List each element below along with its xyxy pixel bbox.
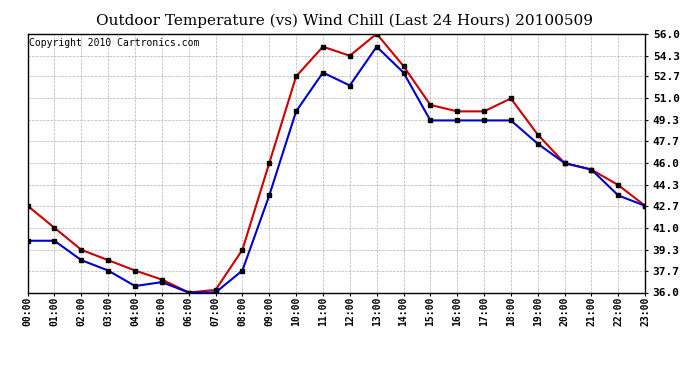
Text: Outdoor Temperature (vs) Wind Chill (Last 24 Hours) 20100509: Outdoor Temperature (vs) Wind Chill (Las… [97,13,593,27]
Text: Copyright 2010 Cartronics.com: Copyright 2010 Cartronics.com [29,38,199,48]
